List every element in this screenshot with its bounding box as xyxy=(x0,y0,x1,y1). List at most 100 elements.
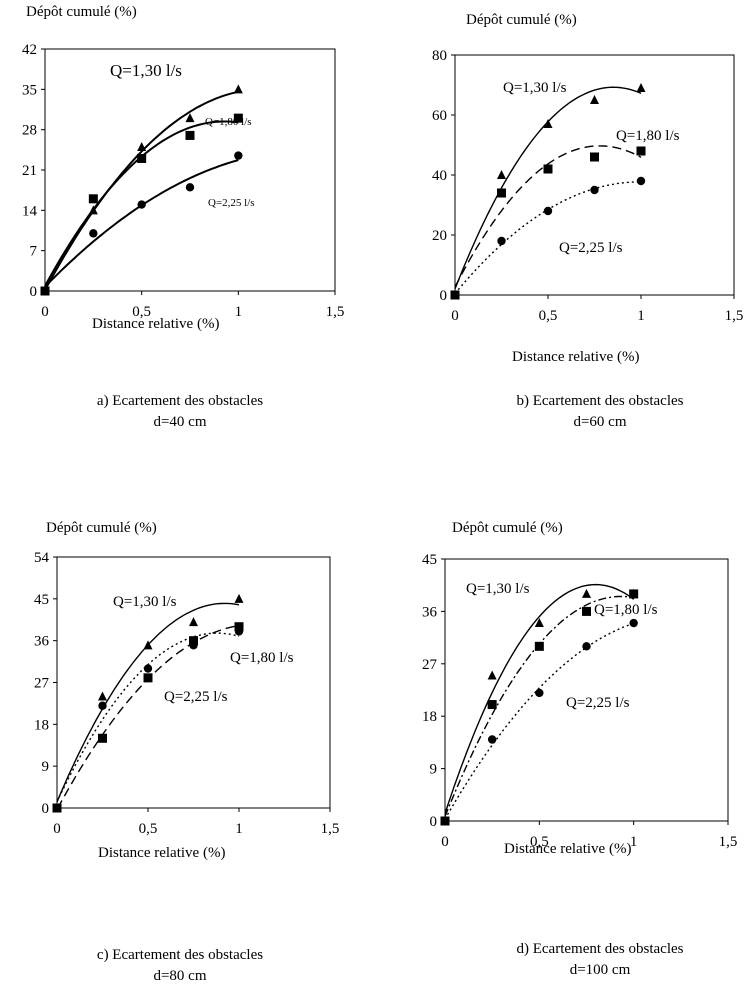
data-point-triangle xyxy=(543,119,553,128)
data-point-square xyxy=(497,188,506,198)
figure-caption: a) Ecartement des obstacles d=40 cm xyxy=(30,391,330,433)
data-point-circle xyxy=(52,803,62,813)
y-tick-label: 9 xyxy=(430,762,438,778)
figure-caption: c) Ecartement des obstacles d=80 cm xyxy=(30,945,330,987)
data-point-square xyxy=(582,606,591,616)
chart-plot: 0 7 14 21 28 35 42 0 0,5 1 1,5 Q=1,30 l/s Q=1,80 l/s… xyxy=(22,42,345,320)
data-point-circle xyxy=(487,735,497,744)
x-axis-label: Distance relative (%) xyxy=(98,845,226,861)
series-label: Q=1,30 l/s xyxy=(503,80,567,96)
data-point-square xyxy=(534,641,544,651)
data-point-square xyxy=(234,622,244,632)
x-tick-label: 1 xyxy=(637,308,645,324)
data-point-triangle xyxy=(189,617,198,627)
x-axis-label: Distance relative (%) xyxy=(512,349,640,365)
y-tick-label: 28 xyxy=(22,123,37,139)
data-point-triangle xyxy=(185,113,195,123)
data-point-square xyxy=(629,589,639,599)
series-line xyxy=(444,583,635,814)
series-label: Q=2,25 l/s xyxy=(559,240,623,256)
data-point-square xyxy=(543,164,553,174)
y-tick-label: 18 xyxy=(422,709,437,725)
chart-plot: 0 9 18 27 36 45 54 0 0,5 1 1,5 Q=1,30 l/s Q=1,80 l/s… xyxy=(34,550,340,837)
series-label: Q=1,30 l/s xyxy=(466,581,530,597)
data-point-square xyxy=(98,733,107,743)
series-label: Q=2,25 l/s xyxy=(164,689,228,705)
x-tick-label: 1 xyxy=(630,834,638,850)
x-tick-label: 1 xyxy=(235,304,243,320)
y-axis-label: Dépôt cumulé (%) xyxy=(46,520,157,536)
data-point-circle xyxy=(98,701,107,710)
data-point-triangle xyxy=(137,141,147,151)
y-tick-label: 14 xyxy=(22,203,38,219)
data-point-square xyxy=(636,146,646,156)
y-tick-label: 20 xyxy=(432,228,447,244)
series-line xyxy=(454,86,642,290)
data-point-circle xyxy=(450,290,460,300)
x-tick-label: 1,5 xyxy=(719,834,738,850)
y-tick-label: 7 xyxy=(30,244,38,260)
y-axis-label: Dépôt cumulé (%) xyxy=(452,520,563,536)
chart-plot: 0 9 18 27 36 45 0 0,5 1 1,5 Q=1,30 l/s Q=1,80 l/s Q=… xyxy=(422,552,737,850)
y-tick-label: 42 xyxy=(22,42,37,58)
plot-frame xyxy=(56,556,331,809)
data-point-triangle xyxy=(143,640,153,650)
series-line xyxy=(444,622,634,820)
x-tick-label: 0,5 xyxy=(139,821,158,837)
y-tick-label: 21 xyxy=(22,163,37,179)
series-label: Q=1,80 l/s xyxy=(205,116,252,128)
x-tick-label: 1,5 xyxy=(321,821,340,837)
data-point-triangle xyxy=(636,83,646,92)
chart-panel-c: Dépôt cumulé (%) 0 9 18 27 36 45 54 0 0,5 1 1,5 Q=1… xyxy=(0,495,372,990)
caption-title: b) Ecartement des obstacles xyxy=(516,393,684,409)
data-point-square xyxy=(137,153,147,163)
data-point-triangle xyxy=(234,593,244,603)
data-point-circle xyxy=(543,206,553,216)
data-point-circle xyxy=(234,151,243,160)
data-point-triangle xyxy=(233,84,243,94)
data-point-circle xyxy=(440,816,450,826)
data-point-triangle xyxy=(98,691,107,701)
data-point-circle xyxy=(89,229,98,238)
y-tick-label: 0 xyxy=(30,284,38,300)
data-point-square xyxy=(487,700,497,710)
caption-title: a) Ecartement des obstacles xyxy=(96,393,264,409)
x-tick-label: 0 xyxy=(53,821,61,837)
data-point-triangle xyxy=(590,95,599,104)
x-tick-label: 1,5 xyxy=(326,304,345,320)
caption-title: c) Ecartement des obstacles xyxy=(96,947,264,963)
plot-frame xyxy=(454,54,735,296)
x-tick-label: 0 xyxy=(451,308,459,324)
data-point-circle xyxy=(582,642,591,651)
x-tick-label: 0 xyxy=(441,834,449,850)
data-point-circle xyxy=(189,641,198,650)
series-line xyxy=(56,632,240,803)
figure-caption: b) Ecartement des obstacles d=60 cm xyxy=(450,391,745,433)
data-point-square xyxy=(143,673,153,683)
series-label: Q=1,30 l/s xyxy=(113,594,177,610)
y-tick-label: 0 xyxy=(440,288,448,304)
series-label: Q=2,25 l/s xyxy=(566,695,630,711)
data-point-square xyxy=(185,130,195,140)
x-tick-label: 1,5 xyxy=(725,308,744,324)
data-point-square xyxy=(88,194,98,204)
data-point-circle xyxy=(629,618,638,628)
data-point-triangle xyxy=(487,670,497,680)
data-point-circle xyxy=(143,664,153,673)
y-tick-label: 0 xyxy=(430,814,438,830)
figure-caption: d) Ecartement des obstacles d=100 cm xyxy=(450,939,745,981)
x-axis-label: Distance relative (%) xyxy=(92,316,220,332)
caption-subtitle: d=100 cm xyxy=(569,962,631,978)
series-label: Q=1,30 l/s xyxy=(110,61,182,80)
data-point-triangle xyxy=(497,170,506,179)
data-point-triangle xyxy=(534,618,544,628)
y-tick-label: 40 xyxy=(432,168,447,184)
series-line xyxy=(44,159,239,288)
plot-frame xyxy=(444,558,729,822)
series-line xyxy=(454,145,642,288)
data-point-square xyxy=(189,636,198,646)
y-tick-label: 80 xyxy=(432,48,447,64)
x-tick-label: 0,5 xyxy=(530,834,549,850)
caption-subtitle: d=60 cm xyxy=(573,414,627,430)
data-point-circle xyxy=(234,627,244,636)
